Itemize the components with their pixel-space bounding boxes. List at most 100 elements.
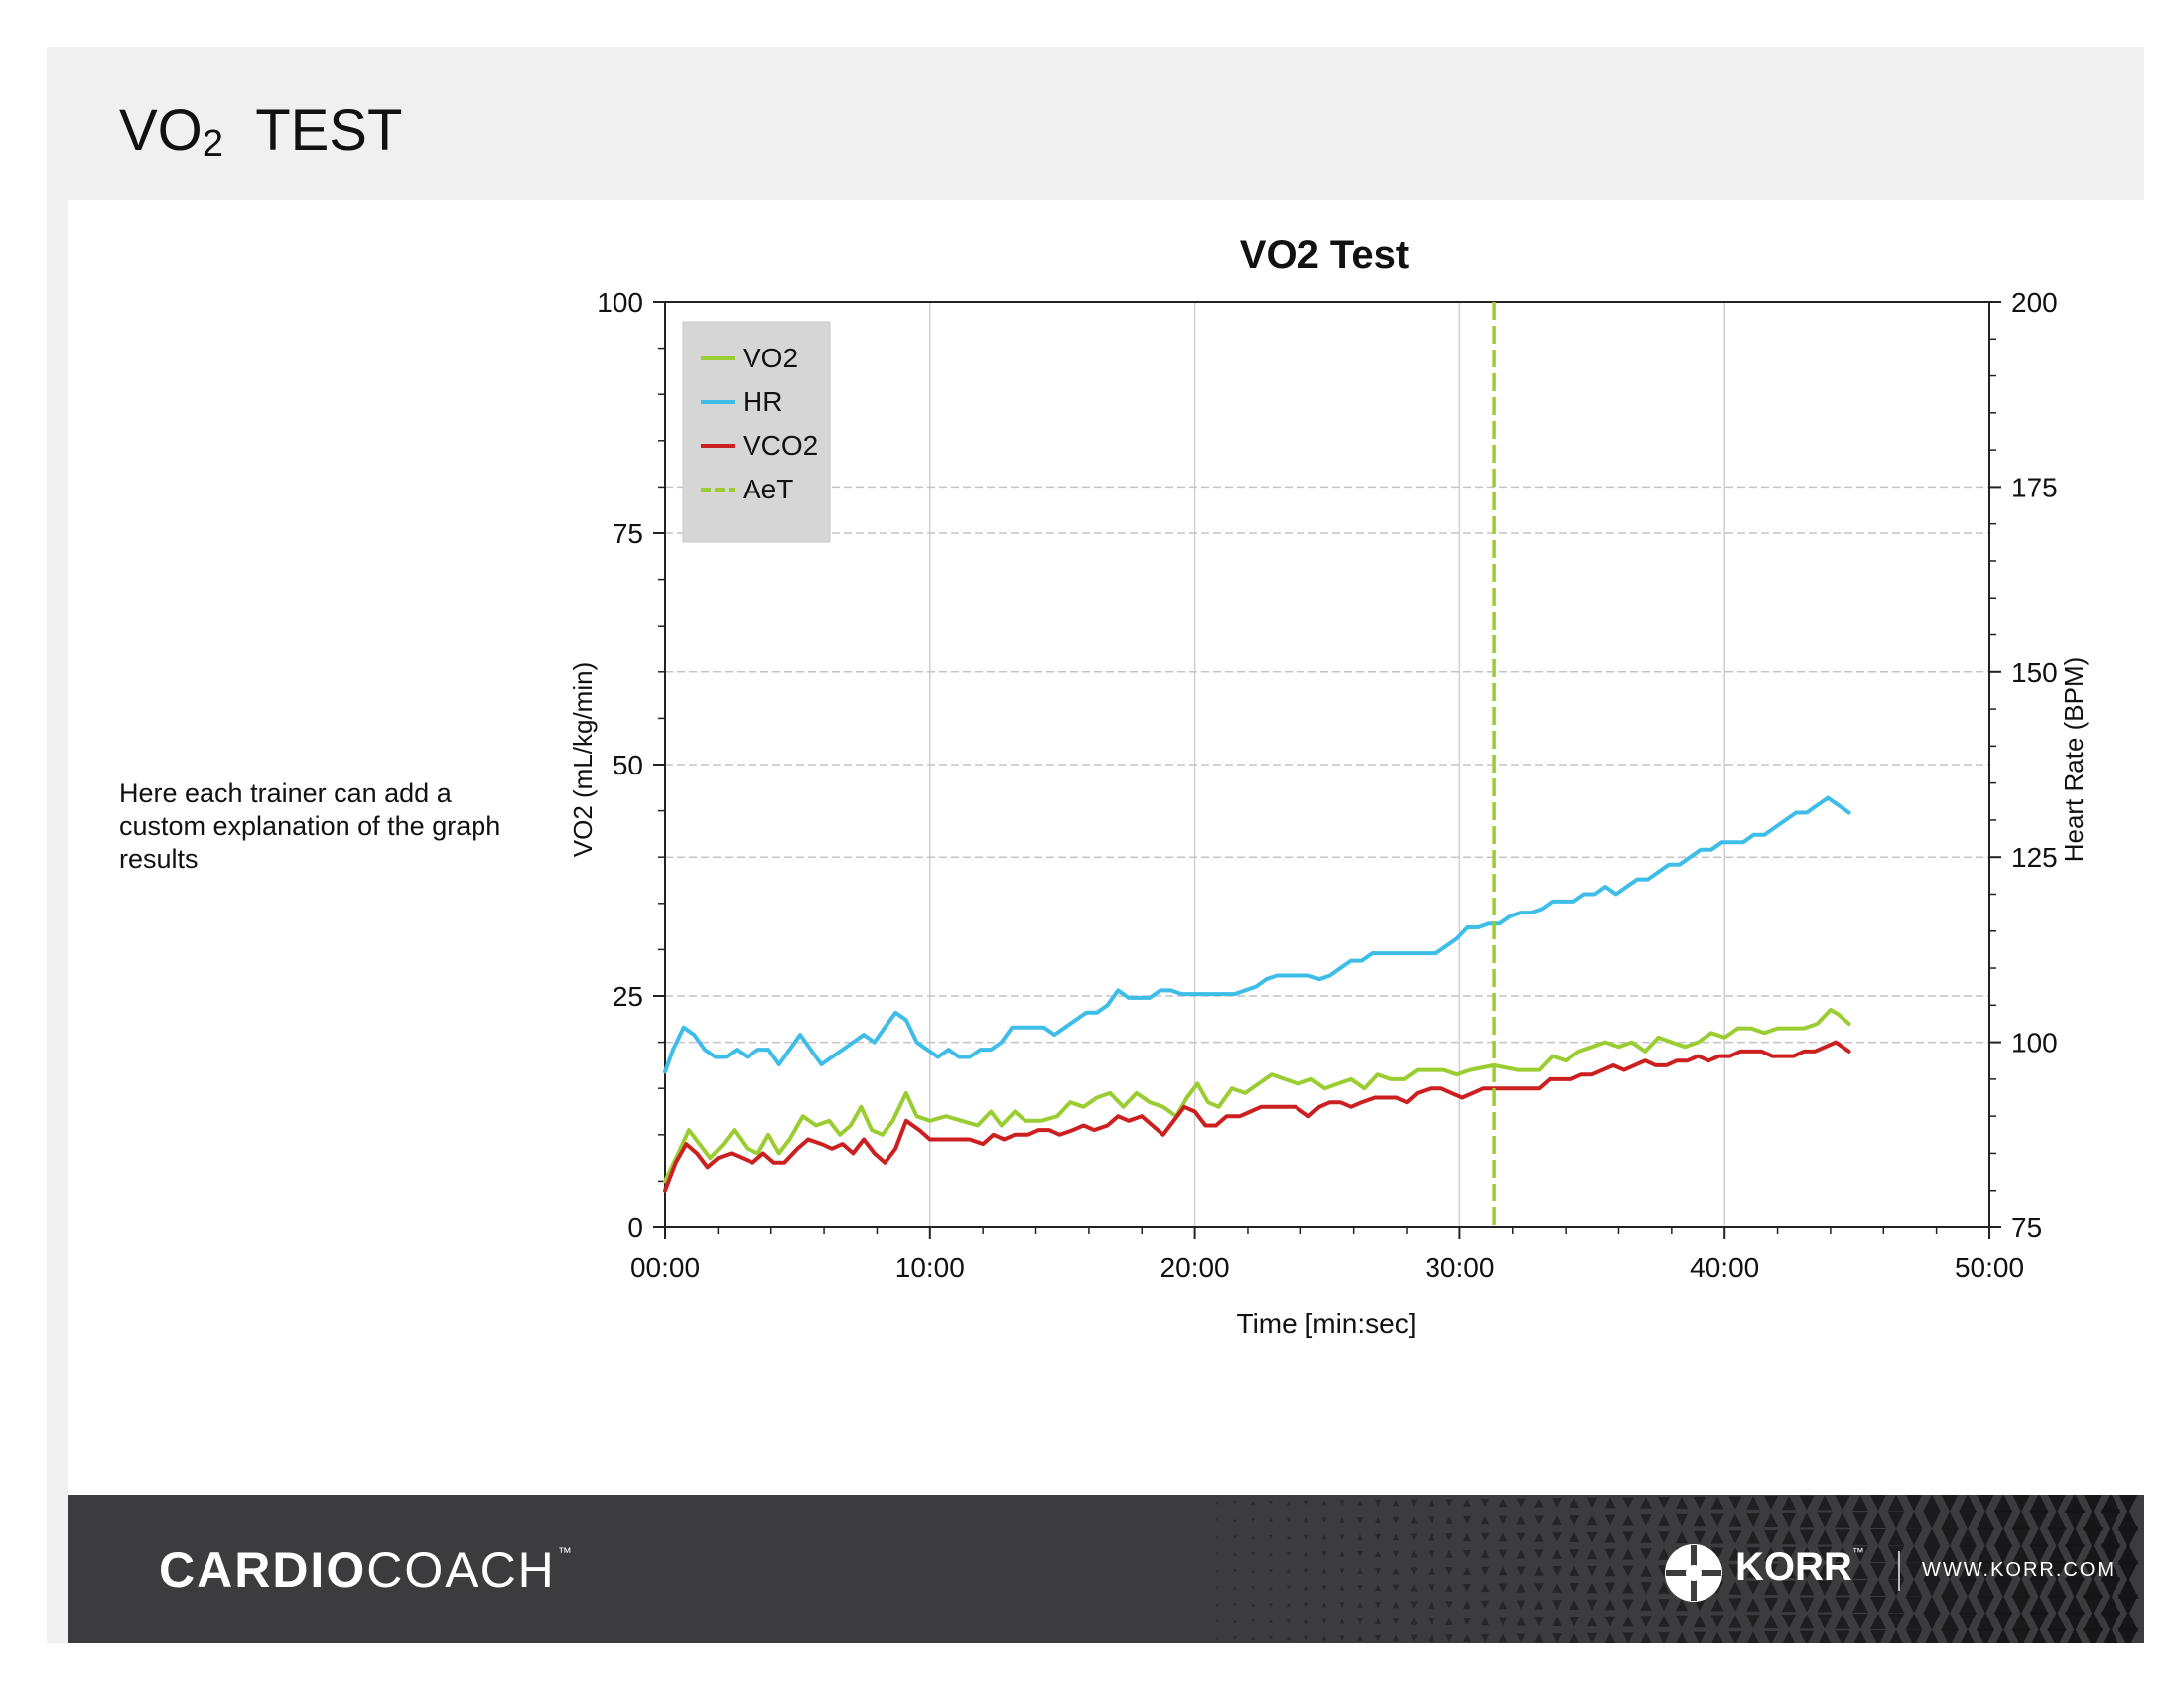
pattern-triangle xyxy=(1303,1534,1309,1540)
pattern-triangle xyxy=(2082,1543,2104,1565)
pattern-triangle xyxy=(1428,1601,1435,1609)
pattern-triangle xyxy=(1321,1618,1327,1624)
pattern-triangle xyxy=(1869,1495,1887,1512)
pattern-triangle xyxy=(1480,1600,1490,1610)
pattern-triangle xyxy=(2100,1526,2121,1548)
pattern-triangle xyxy=(1268,1635,1274,1641)
pattern-triangle xyxy=(1251,1569,1255,1573)
pattern-triangle xyxy=(2029,1561,2049,1581)
pattern-triangle xyxy=(1233,1552,1237,1556)
pattern-triangle xyxy=(1463,1601,1471,1609)
pattern-triangle xyxy=(2117,1543,2139,1565)
pattern-triangle xyxy=(1852,1614,1868,1629)
pattern-triangle xyxy=(1215,1603,1219,1607)
pattern-triangle xyxy=(1410,1634,1418,1642)
pattern-triangle xyxy=(1640,1514,1652,1526)
pattern-triangle xyxy=(1887,1596,1905,1614)
pattern-triangle xyxy=(1976,1612,1995,1631)
pattern-triangle xyxy=(1321,1534,1327,1540)
pattern-triangle xyxy=(2117,1509,2139,1531)
pattern-triangle xyxy=(1552,1566,1562,1576)
pattern-triangle xyxy=(1728,1530,1742,1544)
pattern-triangle xyxy=(2082,1560,2104,1582)
pattern-triangle xyxy=(1781,1614,1797,1629)
pattern-triangle xyxy=(1498,1617,1508,1626)
pattern-triangle xyxy=(1640,1616,1652,1627)
pattern-triangle xyxy=(1534,1617,1544,1626)
pattern-triangle xyxy=(1835,1529,1850,1545)
pattern-triangle xyxy=(1357,1635,1363,1641)
pattern-triangle xyxy=(1480,1532,1490,1542)
grid xyxy=(664,302,1990,1227)
pattern-triangle xyxy=(1321,1551,1327,1557)
pattern-triangle xyxy=(1640,1531,1652,1543)
pattern-triangle xyxy=(1215,1518,1219,1522)
pattern-triangle xyxy=(1959,1528,1977,1546)
pattern-triangle xyxy=(1887,1562,1905,1580)
pattern-triangle xyxy=(1640,1632,1652,1643)
pattern-triangle xyxy=(1976,1561,1995,1581)
pattern-triangle xyxy=(1428,1567,1435,1575)
pattern-triangle xyxy=(2011,1628,2031,1643)
pattern-triangle xyxy=(1693,1530,1706,1544)
pattern-triangle xyxy=(1233,1586,1237,1590)
pattern-triangle xyxy=(1817,1512,1833,1528)
pattern-triangle xyxy=(1799,1563,1815,1579)
pattern-triangle xyxy=(1818,1630,1832,1643)
pattern-triangle xyxy=(1835,1614,1850,1629)
pattern-triangle xyxy=(1959,1562,1977,1580)
pattern-triangle xyxy=(1640,1548,1652,1560)
pattern-triangle xyxy=(1339,1585,1345,1591)
pattern-triangle xyxy=(1498,1498,1508,1508)
pattern-triangle xyxy=(1303,1585,1309,1591)
pattern-triangle xyxy=(1374,1499,1382,1507)
pattern-triangle xyxy=(1374,1550,1382,1558)
pattern-triangle xyxy=(1586,1514,1598,1526)
pattern-triangle xyxy=(1463,1516,1471,1524)
pattern-triangle xyxy=(1959,1596,1977,1614)
pattern-triangle xyxy=(1516,1600,1526,1610)
pattern-triangle xyxy=(1569,1616,1580,1627)
pattern-triangle xyxy=(1569,1632,1580,1643)
pattern-triangle xyxy=(1428,1584,1435,1592)
pattern-triangle xyxy=(1586,1582,1598,1594)
pattern-triangle xyxy=(1586,1531,1598,1543)
pattern-triangle xyxy=(1552,1515,1562,1525)
pattern-triangle xyxy=(1959,1545,1977,1563)
pattern-triangle xyxy=(2067,1628,2083,1643)
pattern-triangle xyxy=(1622,1616,1634,1627)
pattern-triangle xyxy=(1799,1630,1815,1643)
pattern-triangle xyxy=(1675,1530,1689,1544)
pattern-triangle xyxy=(1782,1630,1796,1643)
pattern-triangle xyxy=(1516,1515,1526,1525)
pattern-triangle xyxy=(1534,1532,1544,1542)
x-tick-label: 50:00 xyxy=(1955,1252,2024,1283)
pattern-triangle xyxy=(1552,1617,1562,1626)
pattern-triangle xyxy=(1586,1497,1598,1509)
pattern-triangle xyxy=(1392,1618,1400,1625)
pattern-triangle xyxy=(2029,1612,2049,1631)
pattern-triangle xyxy=(1817,1580,1833,1596)
pattern-triangle xyxy=(1268,1500,1274,1506)
korr-website-link[interactable]: WWW.KORR.COM xyxy=(1922,1559,2116,1581)
pattern-triangle xyxy=(2029,1527,2049,1547)
pattern-triangle xyxy=(1534,1583,1544,1593)
x-tick-label: 10:00 xyxy=(895,1252,965,1283)
pattern-triangle xyxy=(1764,1547,1778,1561)
pattern-triangle xyxy=(2065,1510,2085,1530)
pattern-triangle xyxy=(1604,1565,1616,1577)
pattern-triangle xyxy=(1728,1564,1742,1578)
pattern-triangle xyxy=(1869,1629,1887,1643)
pattern-triangle xyxy=(1357,1517,1363,1523)
y-tick-label: 0 xyxy=(627,1212,643,1243)
pattern-triangle xyxy=(1251,1535,1255,1539)
pattern-triangle xyxy=(1410,1601,1418,1609)
pattern-triangle xyxy=(1516,1617,1526,1626)
pattern-triangle xyxy=(1941,1596,1959,1614)
pattern-triangle xyxy=(2082,1526,2104,1548)
pattern-triangle xyxy=(1516,1566,1526,1576)
pattern-triangle xyxy=(1852,1512,1868,1528)
pattern-triangle xyxy=(2065,1612,2085,1631)
title-main: VO xyxy=(119,98,203,163)
pattern-triangle xyxy=(1569,1514,1580,1526)
